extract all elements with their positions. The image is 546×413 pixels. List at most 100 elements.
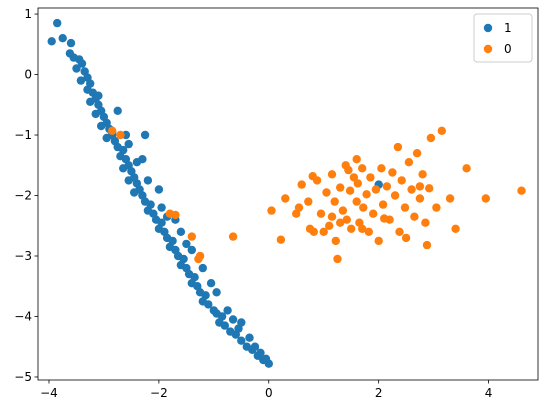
point-series-0-8 bbox=[267, 206, 276, 215]
point-series-0-75 bbox=[380, 214, 389, 223]
point-series-1-35 bbox=[124, 176, 133, 185]
y-tick-label: −5 bbox=[14, 370, 32, 384]
point-series-0-40 bbox=[366, 173, 375, 182]
x-tick-label: 0 bbox=[265, 386, 273, 400]
point-series-1-96 bbox=[206, 279, 216, 288]
y-tick-label: −2 bbox=[14, 189, 32, 203]
point-series-0-43 bbox=[374, 236, 383, 246]
point-series-0-41 bbox=[369, 209, 378, 218]
point-series-1-84 bbox=[237, 318, 246, 327]
point-series-0-79 bbox=[352, 155, 361, 164]
point-series-0-70 bbox=[517, 186, 526, 195]
point-series-0-20 bbox=[322, 188, 331, 197]
y-tick-label: −4 bbox=[14, 309, 32, 323]
point-series-1-82 bbox=[228, 315, 238, 324]
x-tick-label: 4 bbox=[485, 386, 493, 400]
point-series-0-71 bbox=[319, 227, 328, 236]
point-series-1-68 bbox=[220, 321, 229, 330]
point-series-0-22 bbox=[327, 170, 337, 179]
point-series-0-3 bbox=[171, 210, 180, 220]
point-series-0-68 bbox=[462, 164, 471, 173]
point-series-0-46 bbox=[382, 182, 392, 191]
point-series-1-78 bbox=[256, 348, 265, 357]
x-axis: −4 −2 0 2 4 bbox=[40, 380, 492, 400]
point-series-1-3 bbox=[66, 38, 76, 48]
point-series-1-98 bbox=[113, 106, 122, 116]
point-series-1-90 bbox=[154, 185, 164, 194]
point-series-0-18 bbox=[312, 176, 322, 185]
legend: 10 bbox=[473, 13, 533, 63]
plot-frame bbox=[37, 7, 539, 381]
point-series-1-79 bbox=[250, 342, 260, 351]
point-series-0-1 bbox=[108, 126, 117, 135]
point-series-0-23 bbox=[330, 197, 339, 206]
legend-box bbox=[473, 13, 533, 63]
point-series-0-14 bbox=[304, 197, 313, 206]
point-series-1-100 bbox=[132, 158, 142, 167]
point-series-0-63 bbox=[426, 133, 436, 143]
point-series-1-22 bbox=[97, 121, 106, 131]
point-series-0-25 bbox=[333, 254, 342, 264]
point-series-0-19 bbox=[316, 209, 326, 218]
point-series-1-77 bbox=[261, 354, 271, 363]
point-series-1-94 bbox=[187, 245, 196, 255]
point-series-1-91 bbox=[157, 203, 166, 212]
point-series-0-24 bbox=[331, 236, 340, 246]
point-series-1-99 bbox=[124, 139, 133, 149]
point-series-0-6 bbox=[194, 254, 203, 264]
point-series-1-16 bbox=[86, 97, 95, 107]
point-series-1-93 bbox=[176, 227, 186, 236]
point-series-1-80 bbox=[245, 333, 254, 342]
point-series-0-13 bbox=[297, 180, 306, 189]
point-series-0-12 bbox=[294, 203, 304, 212]
point-series-0-9 bbox=[276, 235, 286, 244]
point-series-1-2 bbox=[58, 34, 67, 43]
point-series-1-11 bbox=[76, 76, 86, 85]
point-series-0-45 bbox=[378, 200, 388, 209]
x-tick-label: −4 bbox=[40, 386, 58, 400]
point-series-0-74 bbox=[358, 224, 367, 233]
point-series-0-50 bbox=[393, 142, 403, 152]
point-series-0-59 bbox=[418, 170, 427, 179]
point-series-0-42 bbox=[371, 185, 381, 194]
point-series-0-56 bbox=[410, 212, 419, 221]
point-series-0-4 bbox=[187, 232, 196, 241]
point-series-1-95 bbox=[198, 263, 207, 273]
point-series-1-8 bbox=[72, 64, 81, 73]
point-series-0-39 bbox=[364, 227, 373, 236]
points-layer bbox=[47, 18, 526, 368]
point-series-0-21 bbox=[325, 221, 334, 230]
point-series-0-31 bbox=[347, 224, 356, 233]
point-series-1-7 bbox=[77, 59, 87, 68]
point-series-0-65 bbox=[437, 126, 446, 135]
point-series-0-54 bbox=[404, 158, 414, 167]
point-series-1-25 bbox=[102, 133, 111, 143]
point-series-0-72 bbox=[327, 212, 337, 221]
point-series-0-66 bbox=[445, 194, 455, 203]
point-series-0-51 bbox=[395, 227, 404, 236]
point-series-1-101 bbox=[143, 176, 153, 185]
point-series-0-49 bbox=[390, 191, 400, 200]
point-series-0-55 bbox=[407, 185, 416, 194]
point-series-1-38 bbox=[130, 188, 139, 197]
point-series-1-88 bbox=[94, 91, 103, 100]
point-series-0-60 bbox=[421, 218, 430, 227]
point-series-1-1 bbox=[47, 37, 56, 46]
point-series-0-69 bbox=[481, 194, 490, 203]
point-series-0-7 bbox=[228, 232, 238, 241]
point-series-1-32 bbox=[119, 164, 128, 173]
legend-label-0: 0 bbox=[504, 42, 512, 56]
point-series-0-48 bbox=[388, 168, 397, 177]
point-series-0-27 bbox=[338, 206, 348, 215]
point-series-0-77 bbox=[415, 182, 425, 191]
y-tick-label: 0 bbox=[24, 68, 32, 82]
point-series-0-38 bbox=[362, 190, 371, 199]
point-series-0-0 bbox=[116, 130, 125, 140]
legend-marker-1 bbox=[483, 23, 493, 33]
x-tick-label: 2 bbox=[375, 386, 383, 400]
point-series-1-0 bbox=[53, 18, 62, 28]
point-series-1-63 bbox=[204, 300, 213, 309]
point-series-1-71 bbox=[237, 336, 246, 345]
point-series-0-44 bbox=[377, 164, 386, 173]
